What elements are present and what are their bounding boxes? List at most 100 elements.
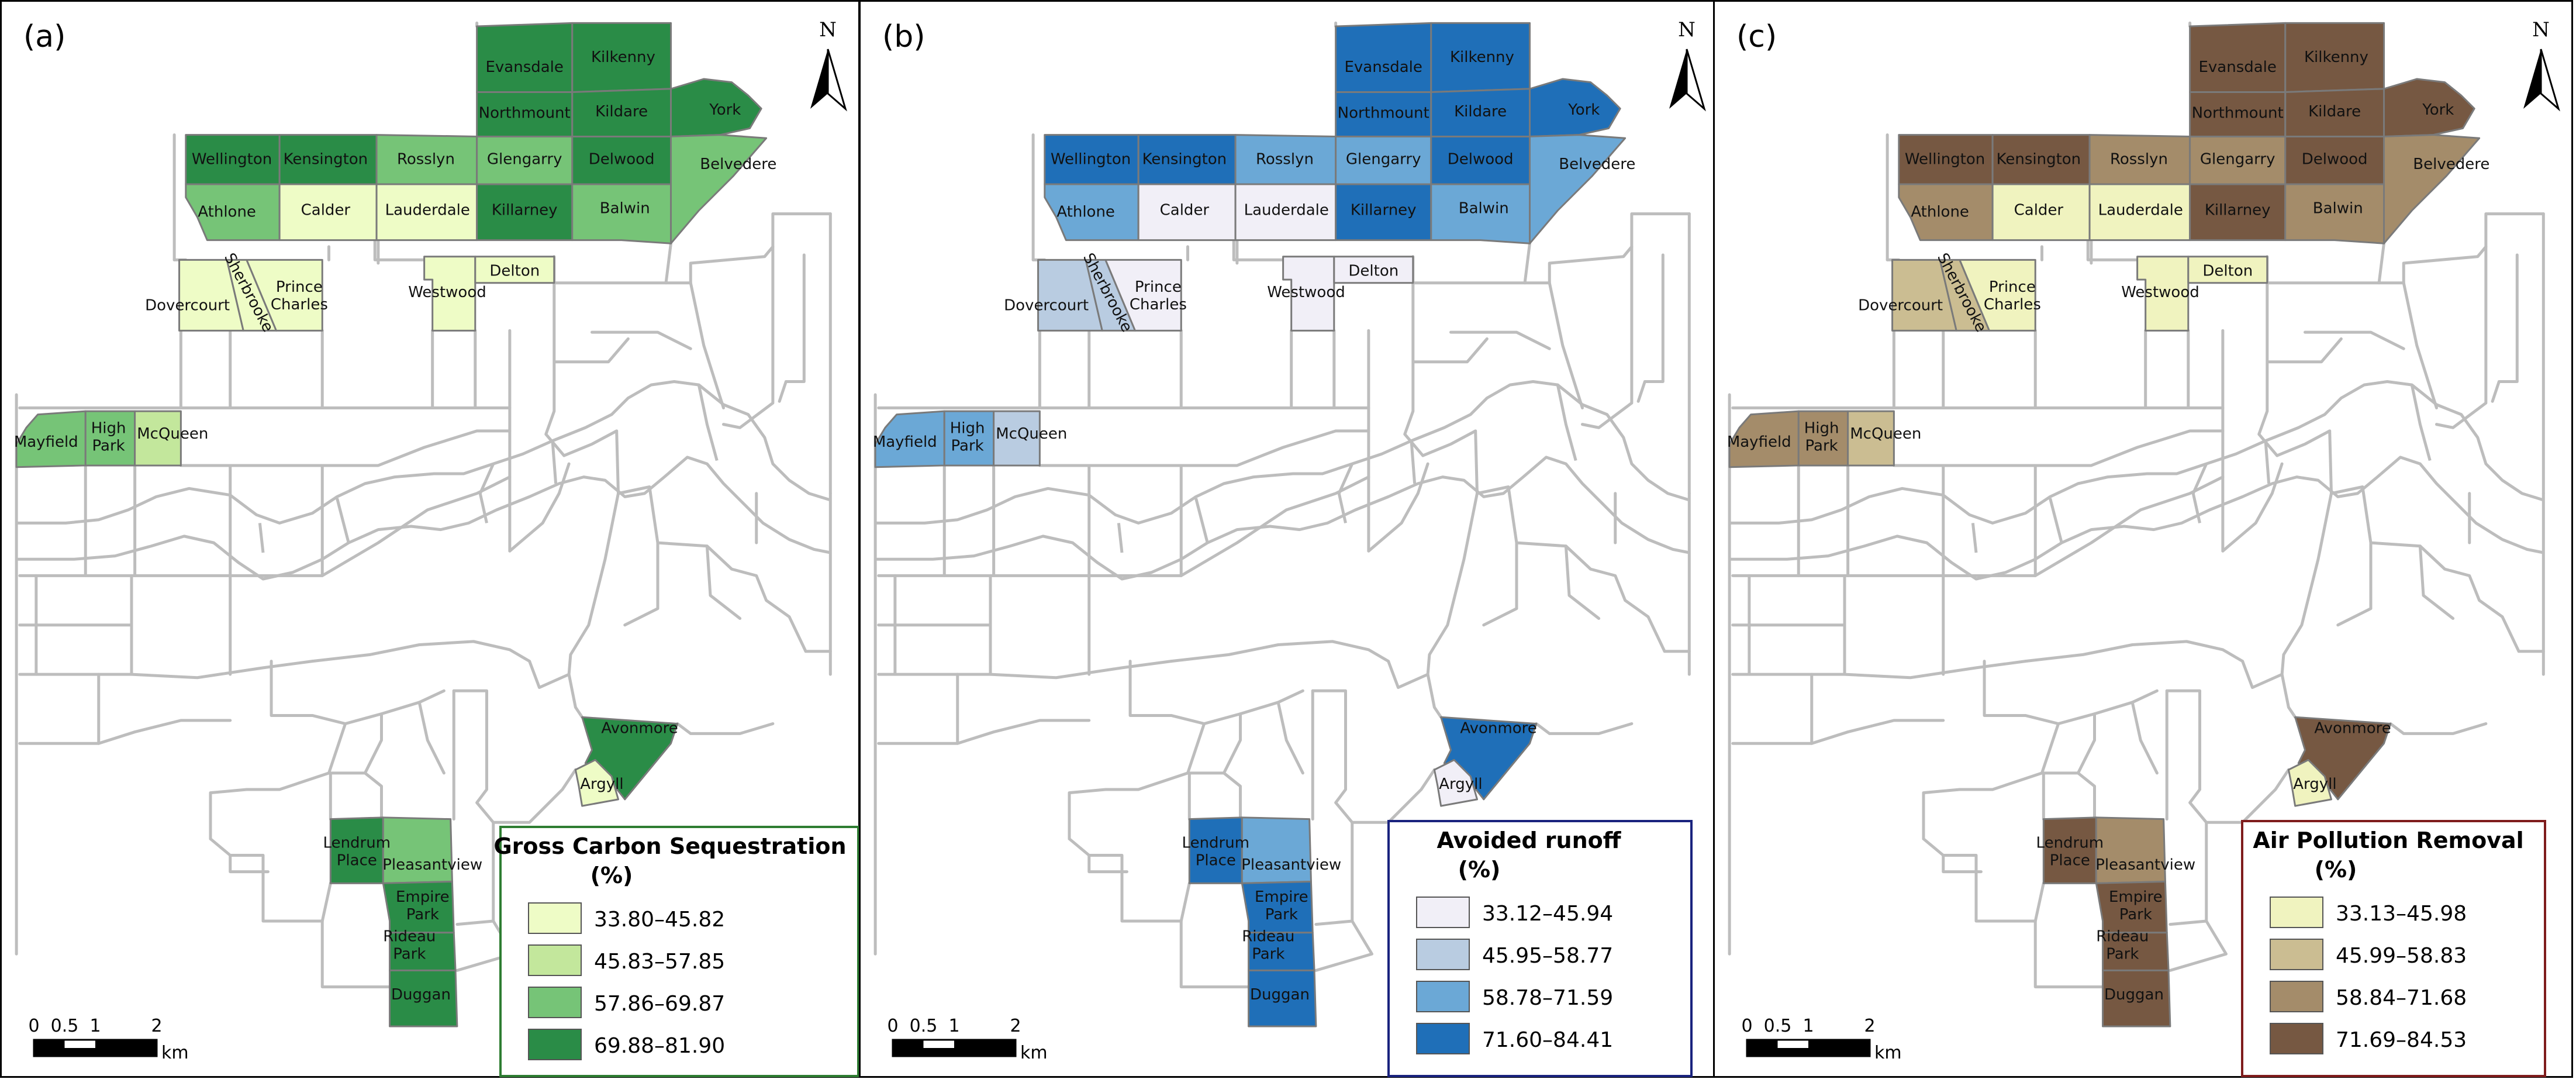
neighbourhood-label: Kensington — [1997, 150, 2081, 168]
street-line — [510, 464, 569, 551]
street-line — [1536, 724, 1632, 734]
legend-title: Avoided runoff — [1437, 828, 1621, 853]
panel-c-legend: Air Pollution Removal (%) 33.13–45.98 45.99… — [2241, 820, 2546, 1077]
scale-bar-segment — [1747, 1040, 1778, 1056]
neighbourhood-label: Wellington — [1051, 150, 1131, 168]
neighbourhood-label: Argyll — [1439, 775, 1482, 793]
panel-c-river — [1729, 382, 2543, 580]
neighbourhood-label: Park — [1265, 906, 1298, 923]
river-bank-line — [1339, 464, 1352, 523]
street-line — [330, 773, 381, 819]
street-line — [2391, 724, 2486, 734]
neighbourhood-label: Belvedere — [2413, 156, 2489, 173]
legend-swatch — [528, 944, 582, 976]
neighbourhood-label: Westwood — [2121, 284, 2199, 301]
neighbourhood-label: Northmount — [479, 105, 571, 122]
neighbourhood-label: Charles — [1130, 296, 1187, 313]
neighbourhood-label: Belvedere — [1559, 156, 1635, 173]
legend-swatch — [528, 902, 582, 934]
neighbourhood-label: Avonmore — [2314, 719, 2391, 737]
north-arrow-icon: N — [2523, 18, 2560, 112]
scale-bar-segment — [95, 1040, 157, 1056]
scale-bar-tick-label: 2 — [151, 1016, 162, 1036]
north-arrow-icon: N — [810, 18, 847, 112]
neighbourhood-label: Park — [2106, 946, 2139, 963]
street-line — [666, 243, 671, 283]
neighbourhood-label: Duggan — [1250, 986, 1310, 1004]
street-line — [1234, 240, 1283, 260]
neighbourhood-label: Avonmore — [1460, 719, 1536, 737]
neighbourhood-delton — [2188, 257, 2267, 283]
neighbourhood-argyll — [575, 760, 618, 806]
street-line — [1040, 431, 1369, 466]
street-line — [530, 431, 619, 688]
neighbourhood-label: Athlone — [1056, 203, 1115, 220]
legend-swatch — [1416, 897, 1470, 928]
neighbourhood-delton — [475, 257, 554, 283]
north-arrow-letter: N — [2532, 18, 2550, 42]
neighbourhood-label: Park — [393, 946, 426, 963]
scale-bar-tick-label: 1 — [89, 1016, 101, 1036]
street-line — [2088, 240, 2137, 260]
street-line — [2277, 431, 2330, 456]
street-line — [1171, 642, 1388, 661]
neighbourhood-label: Rideau — [2096, 928, 2149, 946]
neighbourhood-label: Dovercourt — [1858, 297, 1943, 315]
scale-bar-tick-label: 0.5 — [51, 1016, 79, 1036]
river-bank-line — [2050, 498, 2062, 543]
neighbourhood-label: Balwin — [1459, 200, 1509, 218]
neighbourhood-label: Rosslyn — [397, 150, 455, 168]
neighbourhood-label: Prince — [1135, 278, 1182, 296]
neighbourhood-argyll — [1434, 760, 1477, 806]
legend-swatch — [528, 987, 582, 1018]
street-line — [1566, 546, 1598, 619]
neighbourhood-label: Lauderdale — [2098, 202, 2183, 219]
street-line — [879, 720, 1089, 743]
neighbourhood-label: Calder — [1160, 202, 1210, 219]
neighbourhood-label: Kildare — [2308, 103, 2361, 120]
legend-swatch — [2270, 1023, 2323, 1054]
neighbourhood-label: Prince — [1989, 278, 2036, 296]
legend-unit: (%) — [2315, 857, 2357, 882]
neighbourhood-evansdale — [1336, 23, 1431, 92]
street-line — [2035, 883, 2043, 921]
neighbourhood-label: Killarney — [2205, 202, 2271, 219]
neighbourhood-balwin — [2285, 184, 2384, 243]
legend-class-label: 33.12–45.94 — [1482, 902, 1613, 926]
street-line — [564, 431, 617, 456]
neighbourhood-label: Rideau — [383, 928, 436, 946]
river-bank-line — [1196, 498, 1208, 543]
neighbourhood-label: Calder — [301, 202, 351, 219]
street-line — [2437, 247, 2486, 427]
street-line — [2420, 546, 2453, 619]
street-line — [1069, 724, 1204, 839]
neighbourhood-label: Belvedere — [700, 156, 776, 173]
neighbourhood-label: Glengarry — [2200, 150, 2275, 168]
panel-a-river — [16, 382, 830, 580]
neighbourhood-label: Delton — [489, 263, 540, 280]
neighbourhood-label: Evansdale — [2198, 58, 2276, 76]
street-line — [1278, 702, 1303, 773]
street-line — [546, 257, 564, 456]
neighbourhood-label: Killarney — [492, 202, 558, 219]
neighbourhood-label: Argyll — [2293, 775, 2336, 793]
street-line — [1583, 247, 1632, 427]
scale-bar-tick-label: 0 — [1741, 1016, 1752, 1036]
street-line — [1525, 243, 1529, 283]
street-line — [1189, 773, 1240, 819]
neighbourhood-label: Park — [1805, 437, 1838, 455]
neighbourhood-prince-charles — [247, 260, 322, 330]
street-line — [2492, 255, 2517, 401]
neighbourhood-label: Pleasantview — [1241, 856, 1341, 874]
scale-bar-segment — [34, 1040, 65, 1056]
panel-a-map — [16, 23, 830, 1026]
neighbourhood-label: Lendrum — [323, 834, 391, 851]
street-line — [1924, 724, 2059, 839]
legend-title: Air Pollution Removal — [2253, 828, 2523, 853]
neighbourhood-label: Dovercourt — [1004, 297, 1089, 315]
neighbourhood-label: Kildare — [595, 103, 648, 120]
street-line — [2305, 332, 2404, 349]
neighbourhood-label: Park — [1252, 946, 1284, 963]
neighbourhood-label: Lauderdale — [385, 202, 470, 219]
neighbourhood-label: McQueen — [1850, 425, 1921, 443]
